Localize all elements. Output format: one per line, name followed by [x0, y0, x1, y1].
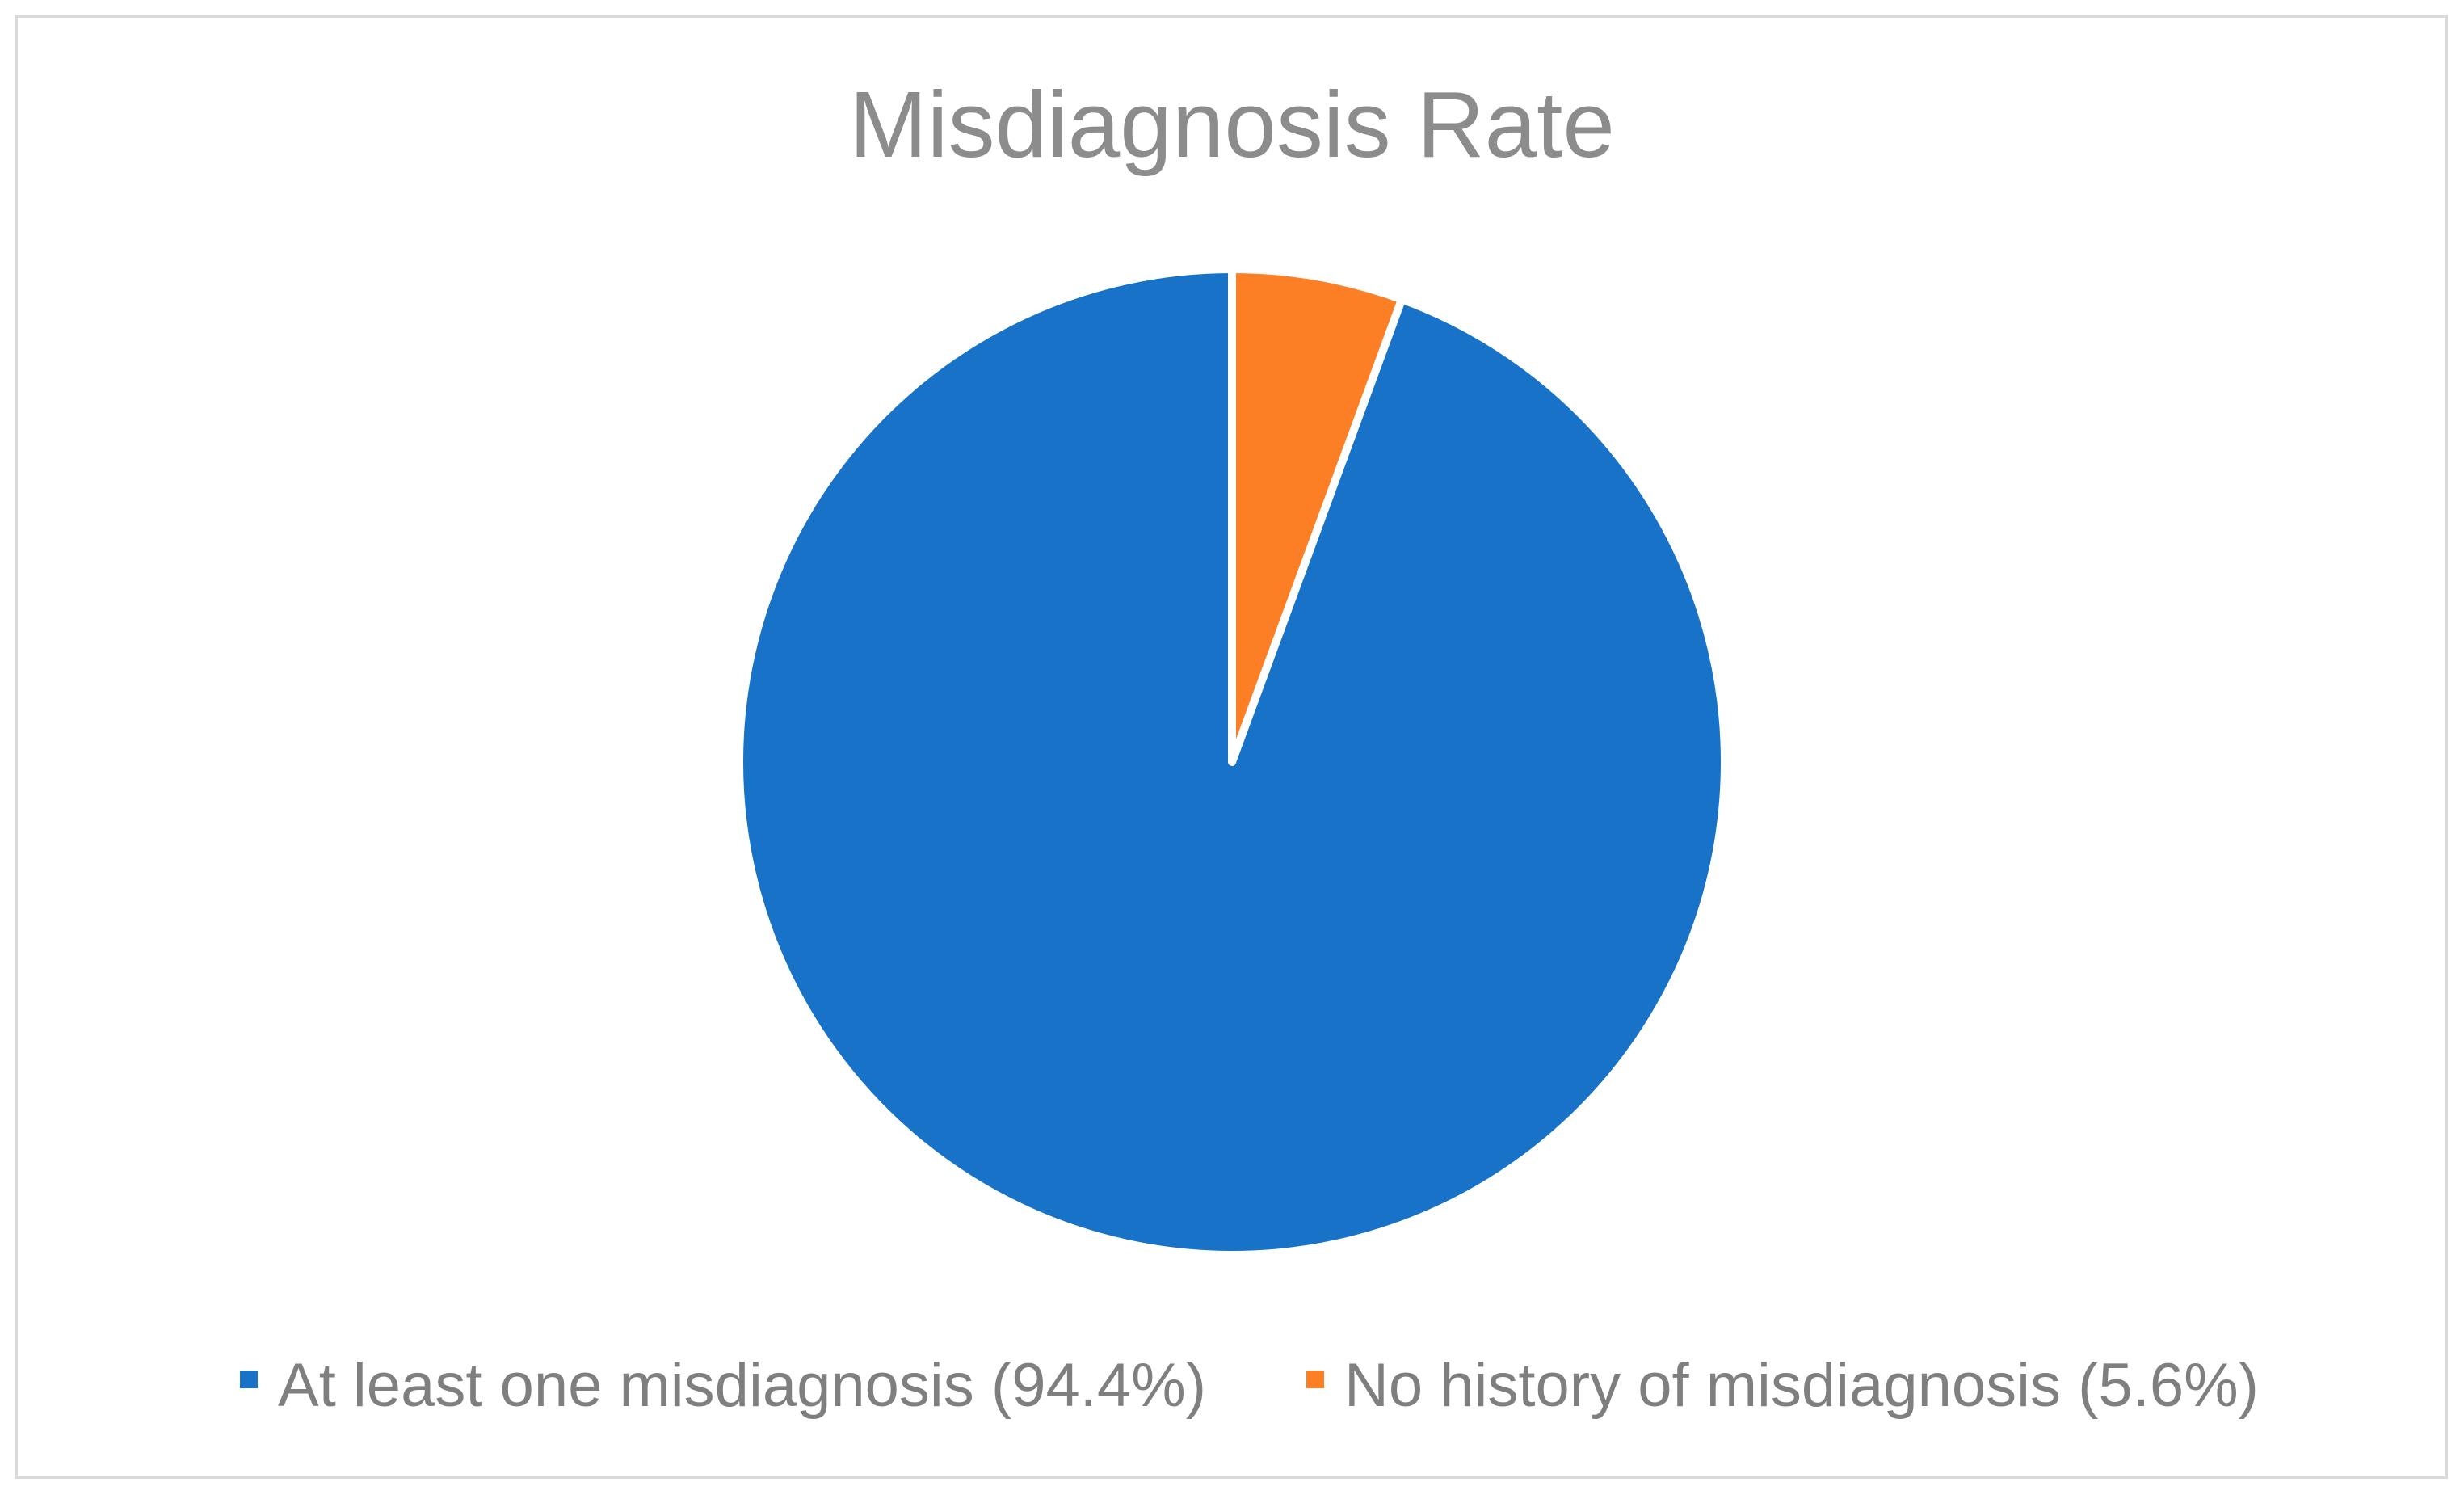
legend: At least one misdiagnosis (94.4%) No his… — [240, 1351, 2259, 1420]
pie-slice-0 — [735, 265, 1729, 1259]
legend-swatch-1 — [1306, 1371, 1324, 1388]
pie-slices — [735, 265, 1729, 1259]
chart-title: Misdiagnosis Rate — [849, 72, 1615, 177]
legend-swatch-0 — [240, 1371, 258, 1388]
legend-label-0: At least one misdiagnosis (94.4%) — [278, 1351, 1206, 1420]
legend-label-1: No history of misdiagnosis (5.6%) — [1344, 1351, 2259, 1420]
